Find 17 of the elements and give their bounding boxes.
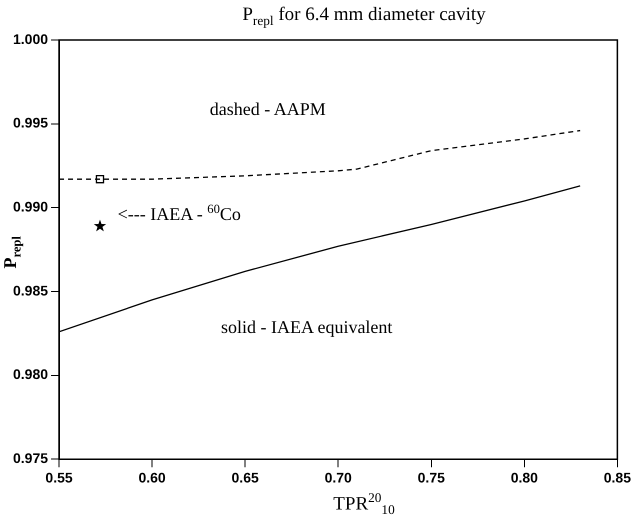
- y-tick-label: 1.000: [12, 30, 48, 47]
- x-tick-label: 0.70: [324, 469, 352, 486]
- chart-title: P$_{repl}$ for 6.4 mm diameter cavity: [241, 4, 487, 29]
- y-tick-label: 0.985: [12, 282, 48, 298]
- y-tick-label: 0.975: [12, 450, 48, 466]
- x-tick-label: 0.60: [138, 469, 166, 486]
- x-tick-label: 0.75: [418, 469, 446, 486]
- annotation: <--- IAEA - $^{60}$Co: [118, 202, 241, 225]
- y-tick-label: 0.990: [12, 198, 48, 215]
- annotation: solid - IAEA equivalent: [220, 317, 392, 338]
- x-tick-label: 0.85: [604, 469, 632, 486]
- annotation: dashed - AAPM: [210, 99, 326, 120]
- x-tick-label: 0.80: [510, 469, 538, 486]
- x-tick-label: 0.55: [45, 469, 73, 486]
- y-tick-label: 0.995: [12, 114, 48, 131]
- x-tick-label: 0.65: [232, 469, 259, 486]
- y-tick-label: 0.980: [12, 366, 48, 382]
